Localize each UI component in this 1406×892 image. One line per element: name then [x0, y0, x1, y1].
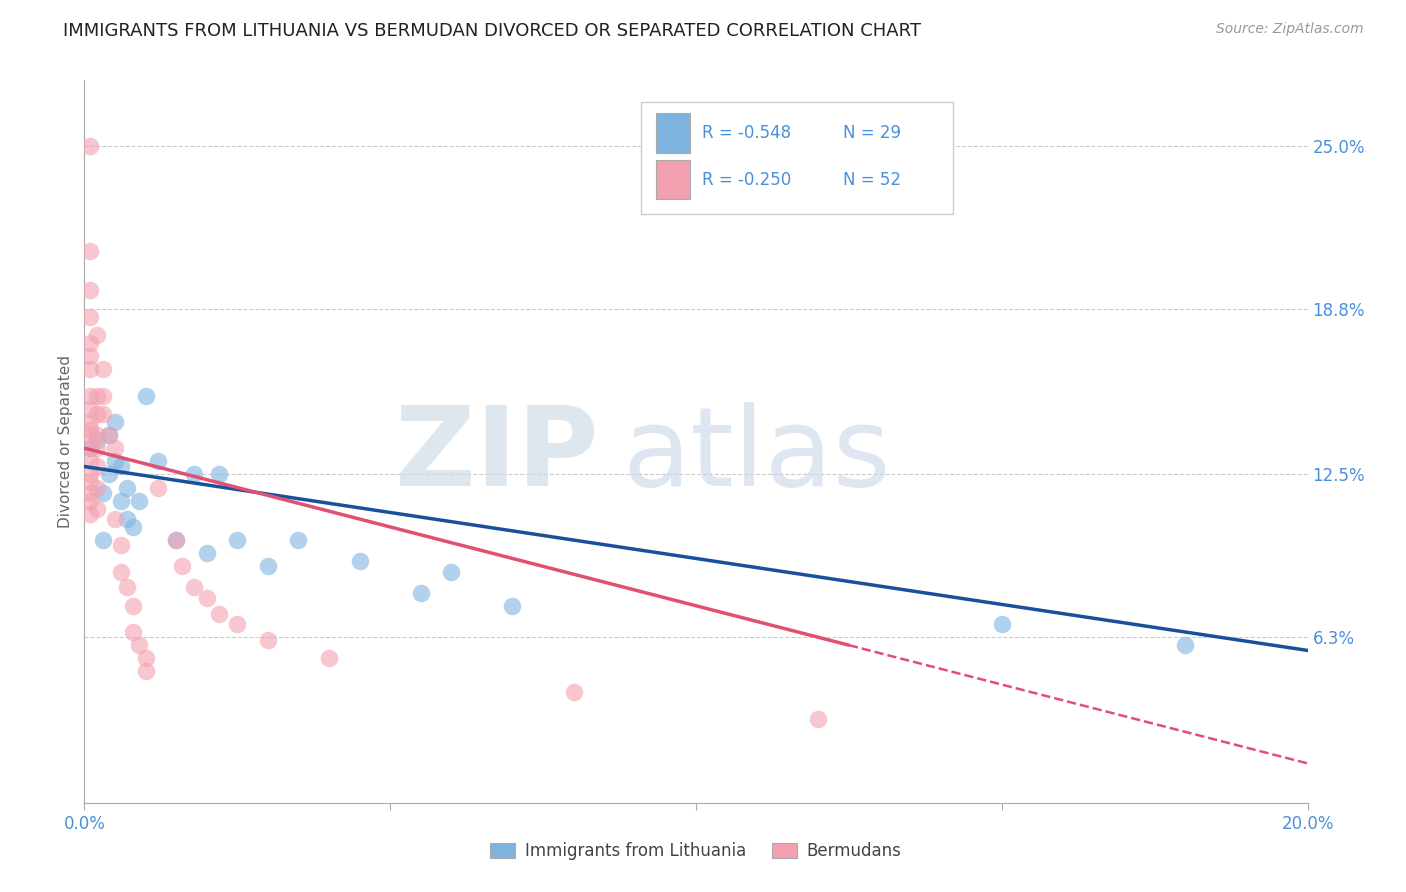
Point: [97, 467, 120, 482]
Point: [79, 454, 101, 468]
Point: [128, 493, 150, 508]
Point: [79, 388, 101, 402]
Point: [86, 459, 108, 474]
Point: [135, 665, 157, 679]
Point: [79, 336, 101, 351]
Point: [104, 441, 127, 455]
Point: [79, 139, 101, 153]
Point: [110, 459, 132, 474]
Point: [86, 328, 108, 343]
Point: [165, 533, 187, 547]
Point: [91, 362, 114, 376]
Point: [128, 638, 150, 652]
Point: [79, 493, 101, 508]
FancyBboxPatch shape: [655, 160, 690, 200]
Point: [110, 493, 132, 508]
Point: [79, 349, 101, 363]
Point: [86, 434, 108, 448]
Point: [502, 599, 524, 613]
Point: [86, 388, 108, 402]
Point: [226, 533, 249, 547]
Text: N = 29: N = 29: [842, 124, 901, 142]
Point: [86, 501, 108, 516]
Point: [146, 481, 169, 495]
Point: [165, 533, 187, 547]
Point: [287, 533, 309, 547]
Point: [91, 388, 114, 402]
Point: [104, 454, 127, 468]
Point: [226, 617, 249, 632]
Point: [79, 428, 101, 442]
Point: [91, 407, 114, 421]
Legend: Immigrants from Lithuania, Bermudans: Immigrants from Lithuania, Bermudans: [484, 836, 908, 867]
Point: [79, 441, 101, 455]
Point: [257, 559, 280, 574]
Point: [86, 428, 108, 442]
Point: [79, 362, 101, 376]
Point: [115, 481, 138, 495]
Text: Source: ZipAtlas.com: Source: ZipAtlas.com: [1216, 22, 1364, 37]
Point: [86, 407, 108, 421]
Point: [97, 428, 120, 442]
Point: [79, 423, 101, 437]
Text: ZIP: ZIP: [395, 402, 598, 509]
Point: [135, 388, 157, 402]
Point: [79, 401, 101, 416]
Point: [91, 533, 114, 547]
Text: R = -0.548: R = -0.548: [702, 124, 792, 142]
Point: [97, 428, 120, 442]
Text: atlas: atlas: [623, 402, 891, 509]
Point: [318, 651, 340, 665]
Point: [115, 580, 138, 594]
Point: [183, 467, 205, 482]
Point: [79, 485, 101, 500]
Point: [807, 712, 830, 726]
Point: [104, 512, 127, 526]
Point: [135, 651, 157, 665]
Text: IMMIGRANTS FROM LITHUANIA VS BERMUDAN DIVORCED OR SEPARATED CORRELATION CHART: IMMIGRANTS FROM LITHUANIA VS BERMUDAN DI…: [63, 22, 921, 40]
Point: [79, 441, 101, 455]
Text: R = -0.250: R = -0.250: [702, 170, 792, 188]
Point: [146, 454, 169, 468]
Point: [110, 538, 132, 552]
Point: [110, 565, 132, 579]
Point: [195, 546, 218, 560]
Point: [440, 565, 463, 579]
Point: [79, 244, 101, 258]
Point: [86, 481, 108, 495]
Point: [1174, 638, 1197, 652]
Point: [79, 310, 101, 324]
Point: [183, 580, 205, 594]
Point: [122, 520, 145, 534]
Point: [79, 507, 101, 521]
Point: [79, 415, 101, 429]
Point: [208, 467, 231, 482]
Point: [115, 512, 138, 526]
Text: N = 52: N = 52: [842, 170, 901, 188]
Point: [79, 467, 101, 482]
FancyBboxPatch shape: [655, 112, 690, 153]
Point: [79, 284, 101, 298]
Point: [257, 632, 280, 647]
Point: [195, 591, 218, 605]
Point: [991, 617, 1014, 632]
Point: [122, 625, 145, 640]
Point: [79, 475, 101, 490]
Point: [91, 485, 114, 500]
Point: [349, 554, 371, 568]
Y-axis label: Divorced or Separated: Divorced or Separated: [58, 355, 73, 528]
Point: [86, 441, 108, 455]
Point: [208, 607, 231, 621]
Point: [562, 685, 585, 699]
Point: [104, 415, 127, 429]
Point: [122, 599, 145, 613]
Point: [409, 585, 432, 599]
Point: [172, 559, 194, 574]
FancyBboxPatch shape: [641, 102, 953, 214]
